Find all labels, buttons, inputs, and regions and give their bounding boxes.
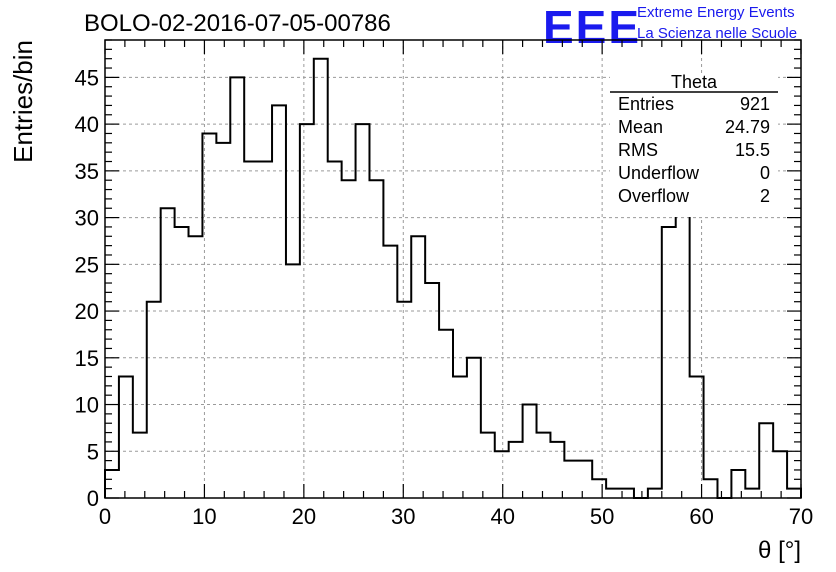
eee-logo: EEE (543, 1, 642, 53)
x-tick-label: 50 (590, 504, 614, 529)
y-tick-label: 15 (75, 346, 99, 371)
y-tick-label: 0 (87, 486, 99, 511)
stats-label: Overflow (618, 186, 690, 206)
y-axis-label: Entries/bin (8, 40, 38, 163)
y-tick-label: 20 (75, 299, 99, 324)
chart-title: BOLO-02-2016-07-05-00786 (84, 10, 391, 37)
stats-value: 24.79 (725, 117, 770, 137)
logo-subtitle-2: La Scienza nelle Scuole (637, 25, 798, 42)
x-axis-label: θ [°] (758, 537, 801, 564)
stats-label: RMS (618, 140, 658, 160)
plot-frame (104, 39, 802, 499)
stats-label: Mean (618, 117, 663, 137)
x-tick-labels: 0 10 20 30 40 50 60 70 (99, 504, 813, 529)
histogram-step-line (104, 57, 802, 499)
stats-value: 2 (760, 186, 770, 206)
x-tick-label: 0 (99, 504, 111, 529)
y-tick-labels: 0 5 10 15 20 25 30 35 40 45 (75, 65, 99, 511)
logo-subtitle-1: Extreme Energy Events (637, 4, 795, 21)
stats-box: Theta Entries 921 Mean 24.79 RMS 15.5 Underflo… (610, 72, 778, 217)
y-tick-label: 30 (75, 206, 99, 231)
stats-label: Underflow (618, 163, 700, 183)
x-tick-label: 20 (292, 504, 316, 529)
x-tick-label: 10 (192, 504, 216, 529)
x-tick-label: 40 (490, 504, 514, 529)
x-tick-label: 60 (689, 504, 713, 529)
y-tick-label: 35 (75, 159, 99, 184)
y-tick-label: 40 (75, 112, 99, 137)
y-tick-label: 45 (75, 65, 99, 90)
y-tick-label: 5 (87, 439, 99, 464)
x-tick-label: 30 (391, 504, 415, 529)
stats-value: 0 (760, 163, 770, 183)
stats-label: Entries (618, 94, 674, 114)
stats-title: Theta (671, 72, 718, 92)
y-tick-label: 10 (75, 393, 99, 418)
x-tick-label: 70 (789, 504, 813, 529)
axis-ticks (104, 39, 802, 499)
stats-value: 921 (740, 94, 770, 114)
stats-value: 15.5 (735, 140, 770, 160)
y-tick-label: 25 (75, 252, 99, 277)
